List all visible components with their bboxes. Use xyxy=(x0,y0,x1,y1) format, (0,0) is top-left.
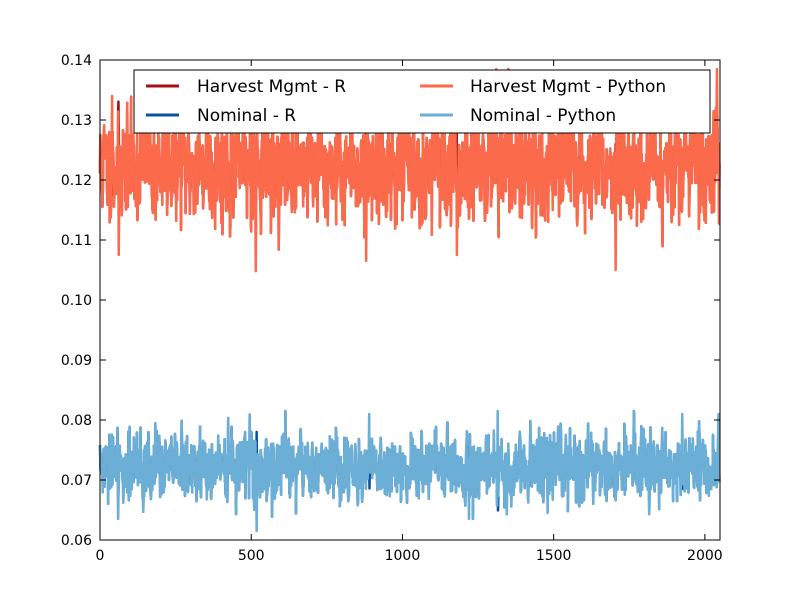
y-tick-label: 0.10 xyxy=(61,293,92,309)
legend-label-nominal-python: Nominal - Python xyxy=(470,106,616,126)
x-tick-label: 500 xyxy=(238,548,265,564)
x-tick-label: 2000 xyxy=(687,548,723,564)
y-tick-label: 0.12 xyxy=(61,173,92,189)
series-line-nominal-python xyxy=(98,409,721,533)
y-tick-label: 0.11 xyxy=(61,233,92,249)
x-tick-label: 1500 xyxy=(536,548,572,564)
y-tick-label: 0.09 xyxy=(61,353,92,369)
legend-label-nominal-r: Nominal - R xyxy=(197,106,296,126)
ticks-layer: 0 500 1000 1500 2000 0.06 0.07 0.08 0.09 0.10 0.11… xyxy=(61,53,723,564)
x-tick-label: 0 xyxy=(96,548,105,564)
series-layer xyxy=(98,67,721,533)
legend-label-harvest-python: Harvest Mgmt - Python xyxy=(470,77,666,97)
plot-area: 0 500 1000 1500 2000 0.06 0.07 0.08 0.09 0.10 0.11… xyxy=(61,53,723,564)
x-tick-label: 1000 xyxy=(385,548,421,564)
y-tick-label: 0.08 xyxy=(61,413,92,429)
y-tick-label: 0.06 xyxy=(61,533,92,549)
legend: Harvest Mgmt - R Nominal - R Harvest Mgm… xyxy=(133,69,711,134)
legend-frame xyxy=(133,69,711,134)
y-tick-label: 0.13 xyxy=(61,113,92,129)
legend-label-harvest-r: Harvest Mgmt - R xyxy=(197,77,346,97)
y-tick-label: 0.07 xyxy=(61,473,92,489)
y-tick-label: 0.14 xyxy=(61,53,92,69)
series-line-harvest-mgmt-python xyxy=(98,67,721,273)
